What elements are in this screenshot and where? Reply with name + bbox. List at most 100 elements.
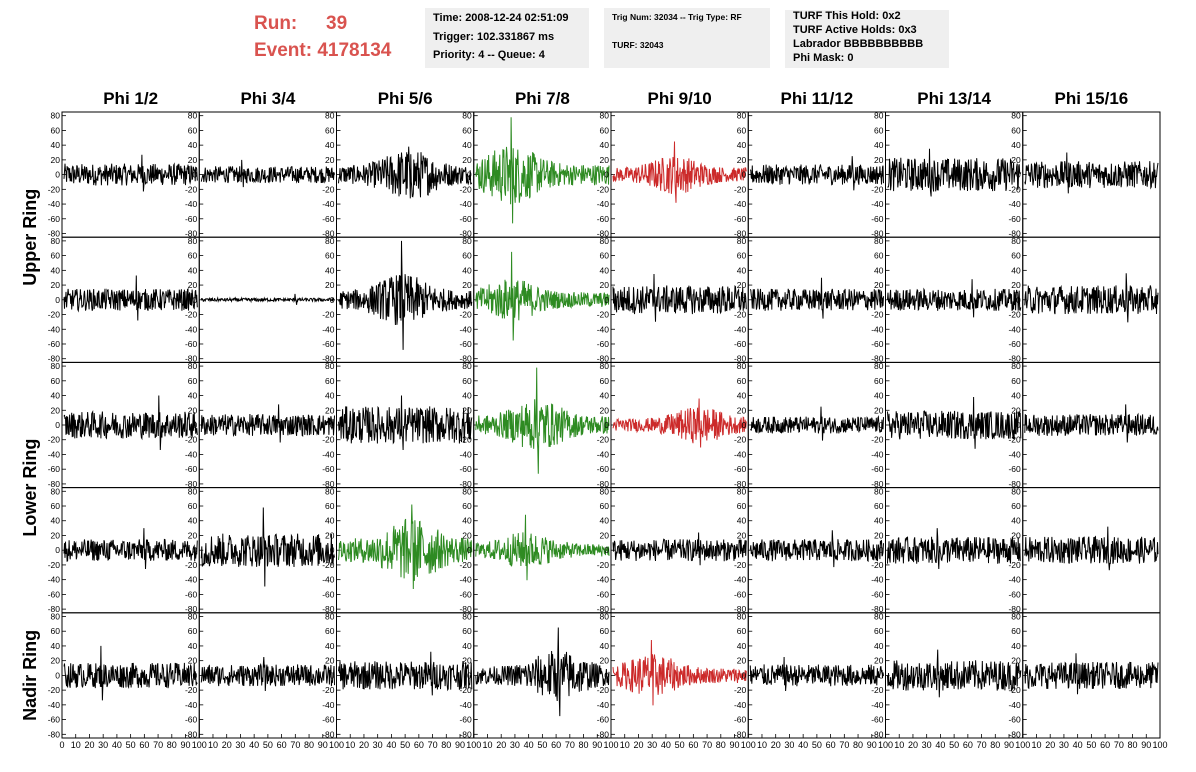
y-tick-label: -20 [48,435,61,445]
y-tick-label: 80 [1011,236,1021,246]
y-tick-label: 80 [51,111,61,121]
y-tick-label: -20 [185,560,198,570]
x-tick-label: 90 [181,740,191,750]
y-tick-label: -40 [597,324,610,334]
y-tick-label: -80 [185,229,198,239]
y-tick-label: 0 [193,420,198,430]
y-tick-label: 0 [604,420,609,430]
y-tick-label: 60 [874,251,884,261]
y-tick-label: -60 [734,464,747,474]
x-tick-label: 50 [537,740,547,750]
y-tick-label: 40 [51,391,61,401]
y-tick-label: -40 [459,199,472,209]
y-tick-label: -60 [597,464,610,474]
y-tick-label: 80 [325,361,335,371]
x-tick-label: 10 [757,740,767,750]
x-tick-label: 20 [496,740,506,750]
y-tick-label: -60 [459,715,472,725]
y-tick-label: -40 [322,449,335,459]
y-tick-label: 40 [874,391,884,401]
y-tick-label: 20 [188,405,198,415]
y-tick-label: -20 [459,685,472,695]
y-tick-label: 0 [604,170,609,180]
y-tick-label: 40 [737,516,747,526]
y-tick-label: 80 [737,611,747,621]
y-tick-label: 60 [325,251,335,261]
y-tick-label: 40 [188,391,198,401]
y-tick-label: -60 [322,589,335,599]
y-tick-label: 40 [1011,641,1021,651]
y-tick-label: -20 [871,560,884,570]
y-tick-label: 20 [737,656,747,666]
y-tick-label: -20 [322,685,335,695]
x-tick-label: 70 [565,740,575,750]
y-tick-label: 60 [600,501,610,511]
y-tick-label: -60 [48,339,61,349]
y-tick-label: 60 [737,125,747,135]
y-tick-label: 40 [188,641,198,651]
y-tick-label: -40 [597,199,610,209]
waveform-trace [612,398,747,448]
y-tick-label: -20 [185,685,198,695]
y-tick-label: 0 [55,420,60,430]
x-tick-label: 70 [839,740,849,750]
y-tick-label: 60 [51,251,61,261]
y-tick-label: 20 [51,530,61,540]
y-tick-label: 80 [325,236,335,246]
x-tick-label: 10 [345,740,355,750]
y-tick-label: 20 [1011,530,1021,540]
waveform-trace [887,528,1022,570]
y-tick-label: -20 [48,310,61,320]
y-tick-label: 0 [879,295,884,305]
y-tick-label: -80 [871,479,884,489]
waveform-trace [338,651,473,696]
y-tick-label: 80 [600,611,610,621]
x-tick-label: 90 [730,740,740,750]
y-tick-label: -80 [48,604,61,614]
y-tick-label: 20 [462,405,472,415]
y-tick-label: 0 [467,170,472,180]
waveform-trace [887,148,1022,197]
y-tick-label: -20 [1008,435,1021,445]
y-tick-label: 20 [600,530,610,540]
x-tick-label: 90 [867,740,877,750]
y-tick-label: 20 [737,405,747,415]
y-tick-label: -40 [48,199,61,209]
waveform-trace [338,240,473,350]
y-tick-label: -80 [597,604,610,614]
y-tick-label: 0 [1016,670,1021,680]
y-tick-label: -20 [597,560,610,570]
y-tick-label: -60 [185,715,198,725]
x-tick-label: 80 [304,740,314,750]
y-tick-label: -60 [1008,715,1021,725]
y-tick-label: 60 [737,501,747,511]
y-tick-label: 40 [325,140,335,150]
y-tick-label: -20 [185,184,198,194]
x-tick-label: 10 [71,740,81,750]
y-tick-label: 60 [737,251,747,261]
y-tick-label: 0 [55,170,60,180]
x-tick-label: 40 [386,740,396,750]
waveform-trace [612,141,747,203]
y-tick-label: 40 [325,641,335,651]
y-tick-label: 0 [467,545,472,555]
y-tick-label: -20 [48,560,61,570]
x-tick-label: 80 [1128,740,1138,750]
y-tick-label: 20 [600,155,610,165]
waveform-trace [63,154,198,192]
y-tick-label: 20 [188,155,198,165]
y-tick-label: 60 [1011,251,1021,261]
x-tick-label: 70 [977,740,987,750]
y-tick-label: -40 [734,199,747,209]
y-tick-label: 80 [874,111,884,121]
y-tick-label: -80 [185,729,198,739]
y-tick-label: 60 [600,251,610,261]
y-tick-label: -40 [322,324,335,334]
y-tick-label: -40 [734,324,747,334]
y-tick-label: -60 [322,464,335,474]
y-tick-label: 40 [51,516,61,526]
y-tick-label: -40 [871,449,884,459]
row-group-label: Lower Ring [20,439,40,537]
x-tick-label: 50 [263,740,273,750]
phi-mask-text: Phi Mask: 0 [793,52,854,64]
